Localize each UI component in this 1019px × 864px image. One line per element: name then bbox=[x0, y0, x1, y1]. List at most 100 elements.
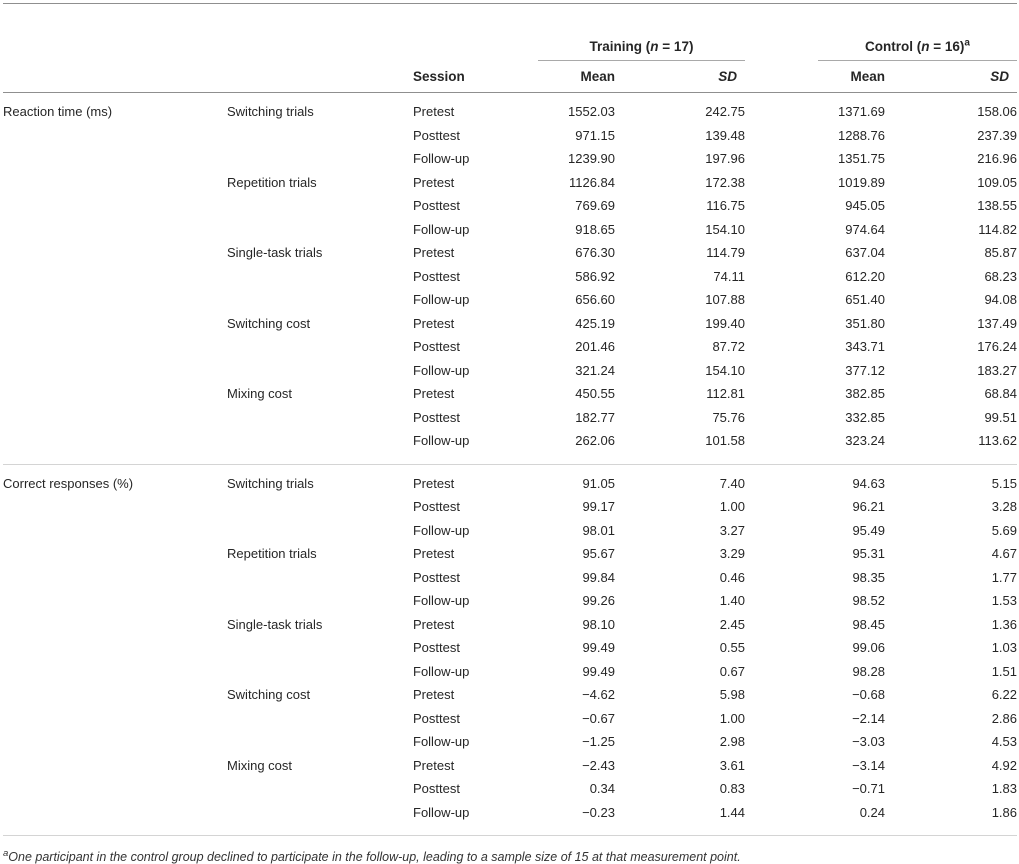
cell-gap bbox=[745, 241, 818, 265]
cell-measure bbox=[3, 429, 224, 464]
cell-training-sd: 7.40 bbox=[719, 475, 745, 491]
cell-trial-type bbox=[224, 429, 413, 464]
cell-measure: Reaction time (ms) bbox=[3, 104, 113, 120]
cell-gap bbox=[745, 265, 818, 289]
column-header-row: Session Mean SD Mean SD bbox=[3, 60, 1017, 93]
cell-measure bbox=[3, 335, 224, 359]
cell-training-mean: 1239.90 bbox=[568, 151, 615, 167]
cell-training-mean: 918.65 bbox=[575, 221, 615, 237]
cell-gap bbox=[745, 801, 818, 836]
cell-gap bbox=[745, 636, 818, 660]
cell-control-mean: 96.21 bbox=[852, 499, 885, 515]
cell-trial-type: Single-task trials bbox=[227, 616, 323, 632]
cell-training-mean: −1.25 bbox=[582, 734, 615, 750]
cell-training-sd: 74.11 bbox=[713, 268, 745, 284]
column-header-spacer bbox=[3, 60, 224, 93]
cell-trial-type bbox=[224, 335, 413, 359]
control-mean-column-header: Mean bbox=[818, 60, 885, 93]
cell-session: Posttest bbox=[413, 198, 460, 214]
cell-training-mean: 99.26 bbox=[582, 593, 615, 609]
cell-control-sd: 2.86 bbox=[991, 710, 1017, 726]
cell-control-sd: 85.87 bbox=[984, 245, 1017, 261]
cell-trial-type bbox=[224, 636, 413, 660]
training-mean-column-header: Mean bbox=[538, 60, 615, 93]
cell-control-mean: 332.85 bbox=[845, 409, 885, 425]
control-group-header: Control (n = 16)a bbox=[818, 3, 1017, 61]
session-column-header: Session bbox=[413, 60, 538, 93]
cell-training-mean: 99.49 bbox=[582, 663, 615, 679]
cell-training-mean: 201.46 bbox=[575, 339, 615, 355]
column-header-spacer bbox=[224, 60, 413, 93]
cell-session: Pretest bbox=[413, 174, 455, 190]
cell-training-sd: 2.98 bbox=[719, 734, 745, 750]
cell-measure bbox=[3, 382, 224, 406]
cell-trial-type bbox=[224, 519, 413, 543]
cell-control-mean: −3.14 bbox=[852, 757, 885, 773]
cell-training-sd: 172.38 bbox=[705, 174, 745, 190]
group-header-spacer bbox=[3, 4, 538, 61]
cell-measure bbox=[3, 589, 224, 613]
cell-measure bbox=[3, 265, 224, 289]
section-reaction-time: Reaction time (ms) Switching trials Pretes… bbox=[3, 93, 1017, 465]
training-group-header: Training (n = 17) bbox=[538, 3, 745, 61]
cell-gap bbox=[745, 218, 818, 242]
cell-trial-type bbox=[224, 777, 413, 801]
cell-session: Posttest bbox=[413, 409, 460, 425]
cell-training-sd: 139.48 bbox=[705, 127, 745, 143]
cell-training-sd: 0.46 bbox=[719, 569, 745, 585]
cell-training-mean: −4.62 bbox=[582, 687, 615, 703]
cell-training-mean: −2.43 bbox=[582, 757, 615, 773]
cell-control-mean: 612.20 bbox=[845, 268, 885, 284]
cell-measure bbox=[3, 359, 224, 383]
cell-control-sd: 68.23 bbox=[984, 268, 1017, 284]
cell-control-mean: 0.24 bbox=[859, 804, 885, 820]
cell-control-mean: 323.24 bbox=[845, 433, 885, 449]
cell-gap bbox=[745, 589, 818, 613]
cell-gap bbox=[745, 613, 818, 637]
cell-session: Follow-up bbox=[413, 292, 470, 308]
table-row: Follow-up 656.60 107.88 651.40 94.08 bbox=[3, 288, 1017, 312]
cell-control-sd: 158.06 bbox=[977, 104, 1017, 120]
cell-control-mean: −2.14 bbox=[852, 710, 885, 726]
cell-measure bbox=[3, 683, 224, 707]
cell-trial-type bbox=[224, 218, 413, 242]
cell-control-sd: 1.03 bbox=[991, 640, 1017, 656]
cell-training-mean: 99.49 bbox=[582, 640, 615, 656]
cell-trial-type bbox=[224, 707, 413, 731]
cell-measure bbox=[3, 194, 224, 218]
cell-training-mean: −0.67 bbox=[582, 710, 615, 726]
table-row: Posttest 971.15 139.48 1288.76 237.39 bbox=[3, 124, 1017, 148]
cell-trial-type: Switching cost bbox=[227, 315, 311, 331]
cell-gap bbox=[745, 542, 818, 566]
table-row: Follow-up 98.01 3.27 95.49 5.69 bbox=[3, 519, 1017, 543]
cell-training-sd: 242.75 bbox=[705, 104, 745, 120]
cell-control-sd: 1.36 bbox=[991, 616, 1017, 632]
cell-control-sd: 99.51 bbox=[984, 409, 1017, 425]
cell-training-mean: 99.84 bbox=[582, 569, 615, 585]
cell-gap bbox=[745, 124, 818, 148]
training-sd-column-header: SD bbox=[615, 60, 745, 93]
cell-training-sd: 75.76 bbox=[712, 409, 745, 425]
table-row: Posttest 201.46 87.72 343.71 176.24 bbox=[3, 335, 1017, 359]
cell-control-sd: 94.08 bbox=[984, 292, 1017, 308]
cell-gap bbox=[745, 464, 818, 495]
cell-control-mean: −0.68 bbox=[852, 687, 885, 703]
cell-control-sd: 137.49 bbox=[977, 315, 1017, 331]
table-row: Repetition trials Pretest 1126.84 172.38 101… bbox=[3, 171, 1017, 195]
group-gap bbox=[745, 4, 818, 61]
cell-training-mean: 1126.84 bbox=[568, 174, 615, 190]
cell-control-sd: 6.22 bbox=[991, 687, 1017, 703]
cell-training-mean: 971.15 bbox=[575, 127, 615, 143]
table-row: Reaction time (ms) Switching trials Pretes… bbox=[3, 93, 1017, 124]
results-table: Training (n = 17) Control (n = 16)a Sess… bbox=[3, 3, 1017, 836]
table-row: Follow-up 321.24 154.10 377.12 183.27 bbox=[3, 359, 1017, 383]
cell-training-sd: 112.81 bbox=[706, 386, 745, 402]
cell-training-sd: 1.00 bbox=[719, 710, 745, 726]
cell-trial-type: Mixing cost bbox=[227, 386, 293, 402]
cell-control-sd: 237.39 bbox=[977, 127, 1017, 143]
table-row: Mixing cost Pretest 450.55 112.81 382.85 68.8… bbox=[3, 382, 1017, 406]
table-row: Posttest −0.67 1.00 −2.14 2.86 bbox=[3, 707, 1017, 731]
cell-session: Follow-up bbox=[413, 151, 470, 167]
cell-control-sd: 1.77 bbox=[991, 569, 1017, 585]
